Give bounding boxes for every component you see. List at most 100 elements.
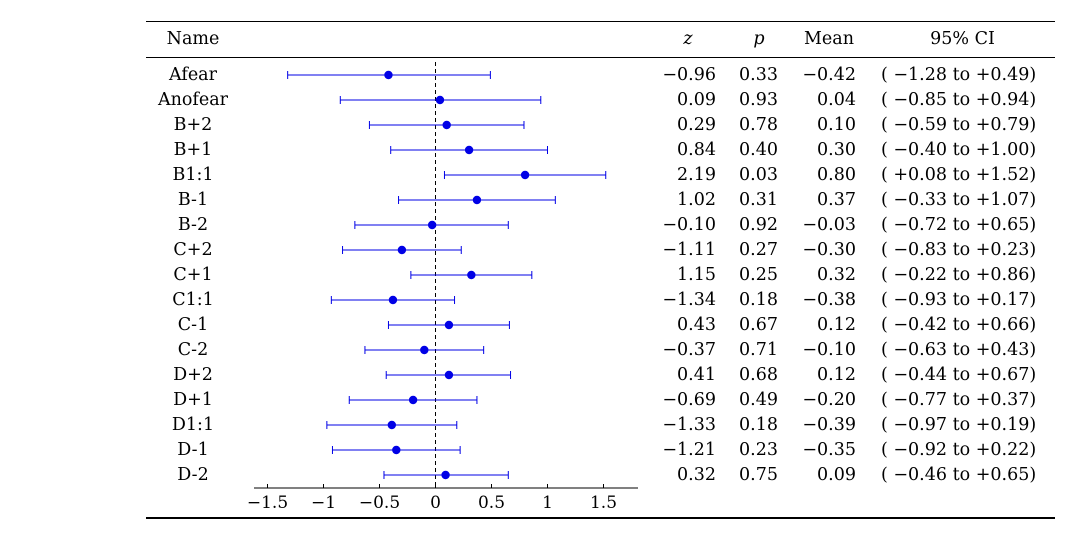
- row-p: 0.93: [739, 90, 778, 110]
- mean-point: [392, 445, 401, 455]
- row-mean: −0.39: [802, 415, 856, 435]
- row-ci: ( −0.93 to +0.17): [881, 290, 1037, 310]
- row-ci: ( −0.59 to +0.79): [881, 115, 1037, 135]
- row-name: D+2: [173, 365, 213, 385]
- x-tick-label: 1: [542, 493, 553, 513]
- header-ci: 95% CI: [930, 29, 995, 49]
- mean-point: [420, 345, 429, 355]
- row-z: 0.84: [677, 140, 716, 160]
- row-mean: 0.80: [817, 165, 856, 185]
- mean-point: [387, 420, 397, 430]
- x-tick-label: 0: [430, 493, 441, 513]
- row-mean: 0.12: [817, 365, 856, 385]
- row-name: C1:1: [172, 290, 214, 310]
- row-name: D1:1: [171, 415, 215, 435]
- row-z: 0.29: [677, 115, 716, 135]
- row-z: −1.21: [662, 440, 716, 460]
- row-z: −0.10: [662, 215, 716, 235]
- row-mean: −0.42: [802, 65, 856, 85]
- header-mean: Mean: [804, 29, 854, 49]
- row-mean: 0.10: [817, 115, 856, 135]
- row-z: 0.43: [677, 315, 716, 335]
- row-p: 0.18: [739, 415, 778, 435]
- x-tick-label: −1: [311, 493, 336, 513]
- row-p: 0.18: [739, 290, 778, 310]
- x-tick-label: 1.5: [590, 493, 617, 513]
- mean-point: [408, 395, 418, 405]
- row-name: C-2: [177, 340, 209, 360]
- bottom-rule: [146, 517, 1055, 519]
- row-z: −1.34: [662, 290, 716, 310]
- row-mean: 0.04: [817, 90, 856, 110]
- row-ci: ( −0.42 to +0.66): [881, 315, 1037, 335]
- row-z: 1.15: [677, 265, 716, 285]
- mean-point: [384, 70, 393, 80]
- row-name: Afear: [169, 65, 217, 85]
- row-p: 0.40: [739, 140, 778, 160]
- row-mean: −0.30: [802, 240, 856, 260]
- row-z: 1.02: [677, 190, 716, 210]
- row-z: −0.37: [662, 340, 716, 360]
- row-z: 0.41: [677, 365, 716, 385]
- mean-point: [397, 245, 407, 255]
- row-p: 0.03: [739, 165, 778, 185]
- row-mean: 0.12: [817, 315, 856, 335]
- row-ci: ( −0.46 to +0.65): [881, 465, 1037, 485]
- row-mean: −0.20: [802, 390, 856, 410]
- row-p: 0.71: [739, 340, 778, 360]
- row-ci: ( −0.63 to +0.43): [881, 340, 1037, 360]
- mean-point: [444, 370, 454, 380]
- row-name: B+1: [173, 140, 213, 160]
- row-mean: −0.10: [802, 340, 856, 360]
- row-p: 0.67: [739, 315, 778, 335]
- row-name: B1:1: [172, 165, 214, 185]
- header-name: Name: [166, 29, 220, 49]
- row-mean: −0.38: [802, 290, 856, 310]
- row-ci: ( −0.92 to +0.22): [881, 440, 1037, 460]
- mean-point: [444, 320, 454, 330]
- row-mean: −0.03: [802, 215, 856, 235]
- mean-point: [472, 195, 482, 205]
- header-rule: [146, 57, 1055, 58]
- mean-point: [442, 120, 451, 130]
- row-p: 0.92: [739, 215, 778, 235]
- row-mean: 0.37: [817, 190, 856, 210]
- row-name: B+2: [173, 115, 213, 135]
- row-ci: ( +0.08 to +1.52): [881, 165, 1037, 185]
- row-p: 0.25: [739, 265, 778, 285]
- x-tick-label: −0.5: [359, 493, 400, 513]
- mean-point: [435, 95, 445, 105]
- row-ci: ( −0.85 to +0.94): [881, 90, 1037, 110]
- mean-point: [464, 145, 474, 155]
- row-z: 0.32: [677, 465, 716, 485]
- row-name: D-1: [177, 440, 209, 460]
- row-z: −0.69: [662, 390, 716, 410]
- row-name: B-2: [177, 215, 209, 235]
- row-ci: ( −0.97 to +0.19): [881, 415, 1037, 435]
- mean-point: [427, 220, 437, 230]
- row-name: B-1: [177, 190, 209, 210]
- row-mean: 0.32: [817, 265, 856, 285]
- mean-point: [388, 295, 398, 305]
- row-ci: ( −0.40 to +1.00): [881, 140, 1037, 160]
- row-name: C+2: [173, 240, 213, 260]
- row-ci: ( −0.22 to +0.86): [881, 265, 1037, 285]
- row-z: −0.96: [662, 65, 716, 85]
- row-p: 0.49: [739, 390, 778, 410]
- row-ci: ( −0.72 to +0.65): [881, 215, 1037, 235]
- row-p: 0.27: [739, 240, 778, 260]
- row-mean: 0.09: [817, 465, 856, 485]
- row-name: C+1: [173, 265, 213, 285]
- row-p: 0.68: [739, 365, 778, 385]
- top-rule: [146, 21, 1055, 22]
- row-p: 0.31: [739, 190, 778, 210]
- x-tick-label: −1.5: [247, 493, 288, 513]
- row-z: 2.19: [677, 165, 716, 185]
- row-ci: ( −0.33 to +1.07): [881, 190, 1037, 210]
- row-p: 0.78: [739, 115, 778, 135]
- row-z: 0.09: [677, 90, 716, 110]
- row-p: 0.33: [739, 65, 778, 85]
- row-mean: 0.30: [817, 140, 856, 160]
- row-z: −1.11: [662, 240, 716, 260]
